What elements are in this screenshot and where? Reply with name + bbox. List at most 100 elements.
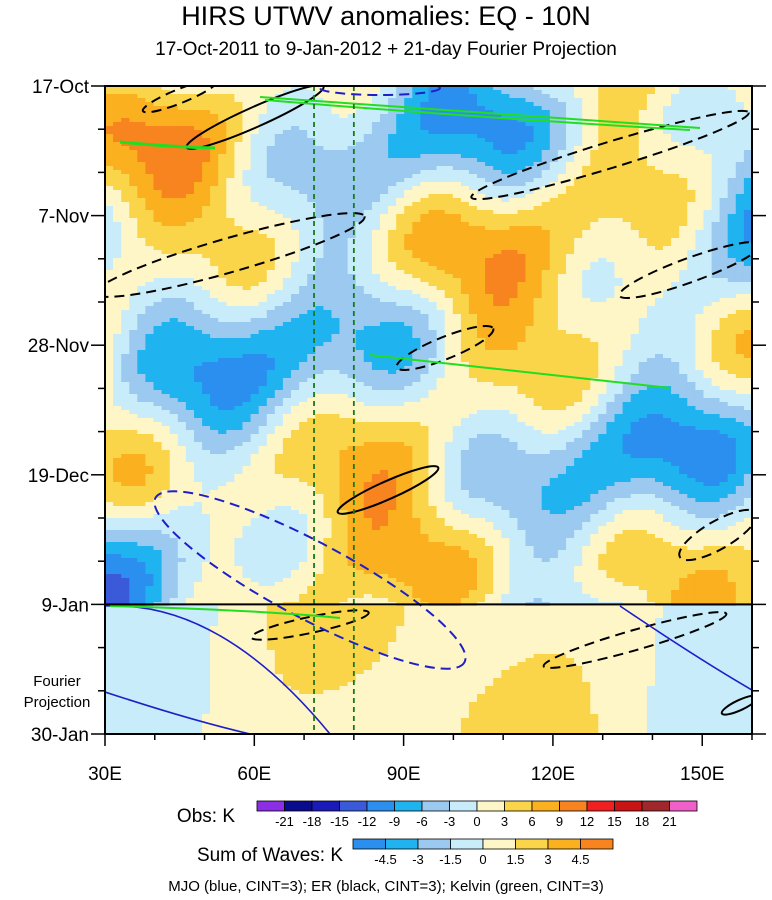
field-cell xyxy=(282,146,292,151)
field-cell xyxy=(282,258,292,263)
field-cell xyxy=(485,234,494,239)
field-cell xyxy=(566,310,575,315)
field-cell xyxy=(210,230,219,235)
field-cell xyxy=(177,238,187,243)
field-cell xyxy=(695,238,705,243)
field-cell xyxy=(396,98,405,103)
field-cell xyxy=(137,322,146,327)
field-cell xyxy=(315,94,324,99)
field-cell xyxy=(202,142,211,147)
field-cell xyxy=(161,314,171,319)
field-cell xyxy=(242,290,252,295)
field-cell xyxy=(727,134,737,139)
field-cell xyxy=(169,270,179,275)
field-cell xyxy=(743,202,752,207)
field-cell xyxy=(428,122,438,127)
field-cell xyxy=(622,186,632,191)
field-cell xyxy=(614,206,624,211)
field-cell xyxy=(711,294,721,299)
field-cell xyxy=(460,206,470,211)
field-cell xyxy=(493,318,502,323)
field-cell xyxy=(420,94,430,99)
field-cell xyxy=(105,198,114,203)
field-cell xyxy=(533,250,543,255)
field-cell xyxy=(161,246,171,251)
field-cell xyxy=(687,274,696,279)
field-cell xyxy=(194,230,203,235)
field-cell xyxy=(121,286,130,291)
field-cell xyxy=(121,230,130,235)
field-cell xyxy=(266,318,276,323)
field-cell xyxy=(282,334,292,339)
field-cell xyxy=(622,202,632,207)
field-cell xyxy=(291,322,300,327)
field-cell xyxy=(113,202,122,207)
field-cell xyxy=(347,98,357,103)
field-cell xyxy=(671,298,680,303)
field-cell xyxy=(323,138,333,143)
field-cell xyxy=(396,314,405,319)
field-cell xyxy=(549,90,559,95)
field-cell xyxy=(323,218,333,223)
field-cell xyxy=(363,226,373,231)
field-cell xyxy=(347,142,357,147)
field-cell xyxy=(299,126,308,131)
field-cell xyxy=(355,114,365,119)
field-cell xyxy=(679,166,688,171)
field-cell xyxy=(266,138,276,143)
field-cell xyxy=(501,322,510,327)
field-cell xyxy=(735,134,745,139)
field-cell xyxy=(113,254,122,259)
field-cell xyxy=(388,170,397,175)
field-cell xyxy=(687,310,696,315)
field-cell xyxy=(371,330,381,335)
field-cell xyxy=(655,322,664,327)
field-cell xyxy=(388,94,397,99)
field-cell xyxy=(509,142,519,147)
field-cell xyxy=(735,110,745,115)
field-cell xyxy=(202,90,211,95)
field-cell xyxy=(671,270,680,275)
field-cell xyxy=(258,222,268,227)
field-cell xyxy=(598,146,607,151)
field-cell xyxy=(210,290,219,295)
field-cell xyxy=(671,146,680,151)
field-cell xyxy=(266,102,276,107)
field-cell xyxy=(493,142,502,147)
field-cell xyxy=(105,298,114,303)
field-cell xyxy=(485,262,494,267)
field-cell xyxy=(307,130,316,135)
field-cell xyxy=(525,222,535,227)
field-cell xyxy=(574,286,583,291)
field-cell xyxy=(541,238,551,243)
field-cell xyxy=(274,110,284,115)
field-cell xyxy=(655,270,664,275)
field-cell xyxy=(145,118,155,123)
field-cell xyxy=(630,230,640,235)
field-cell xyxy=(355,230,365,235)
field-cell xyxy=(695,134,705,139)
field-cell xyxy=(468,322,478,327)
field-cell xyxy=(347,218,357,223)
field-cell xyxy=(743,122,752,127)
field-cell xyxy=(412,246,421,251)
field-cell xyxy=(323,266,333,271)
field-cell xyxy=(663,194,672,199)
field-cell xyxy=(549,106,559,111)
field-cell xyxy=(347,202,357,207)
field-cell xyxy=(622,150,632,155)
field-cell xyxy=(153,230,163,235)
field-cell xyxy=(566,150,575,155)
field-cell xyxy=(598,210,607,215)
field-cell xyxy=(549,270,559,275)
field-cell xyxy=(113,238,122,243)
field-cell xyxy=(428,198,438,203)
field-cell xyxy=(614,94,624,99)
field-cell xyxy=(315,306,324,311)
field-cell xyxy=(355,122,365,127)
field-cell xyxy=(606,142,616,147)
field-cell xyxy=(371,318,381,323)
field-cell xyxy=(299,222,308,227)
field-cell xyxy=(711,138,721,143)
field-cell xyxy=(671,110,680,115)
